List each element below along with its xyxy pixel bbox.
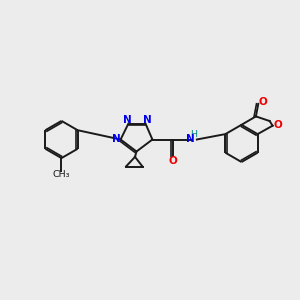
Text: N: N <box>122 115 131 125</box>
Text: O: O <box>273 120 282 130</box>
Text: H: H <box>190 130 197 139</box>
Text: O: O <box>258 97 267 107</box>
Text: CH₃: CH₃ <box>53 170 70 179</box>
Text: N: N <box>142 115 152 125</box>
Text: O: O <box>168 156 177 167</box>
Text: N: N <box>186 134 195 144</box>
Text: N: N <box>112 134 121 145</box>
